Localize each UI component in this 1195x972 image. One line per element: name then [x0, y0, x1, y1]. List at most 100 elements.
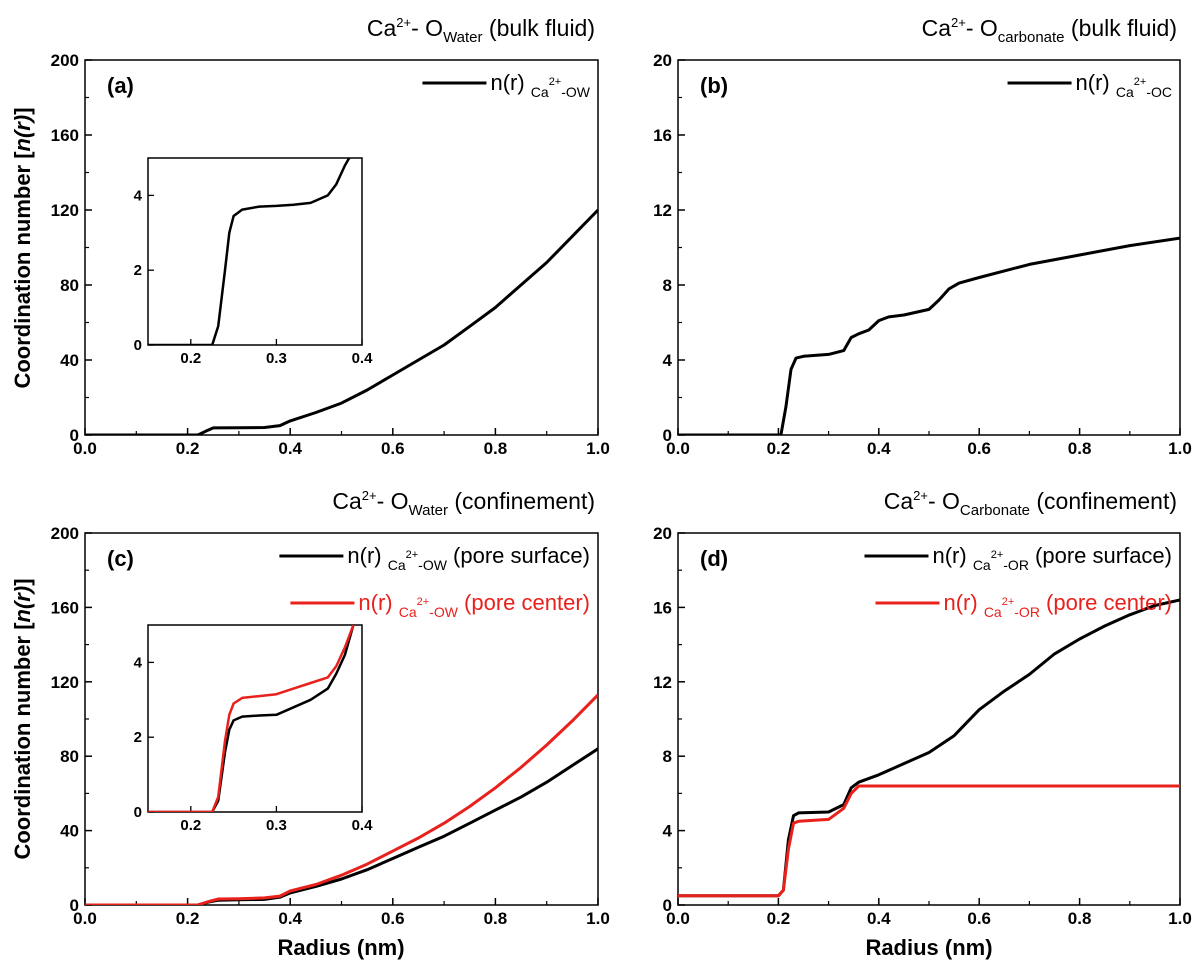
- x-tick-label: 0.6: [381, 909, 405, 928]
- series-line-1: [678, 598, 1180, 898]
- y-tick-label: 8: [663, 747, 672, 766]
- x-axis-label-right: Radius (nm): [865, 935, 992, 960]
- series-line-2: [85, 693, 598, 905]
- x-tick-label: 0.0: [666, 439, 690, 458]
- y-tick-label: 200: [51, 51, 79, 70]
- inset-series-line-2: [148, 625, 355, 812]
- y-tick-label: 160: [51, 126, 79, 145]
- inset-x-tick-label: 0.4: [352, 350, 374, 367]
- y-tick-label: 80: [60, 276, 79, 295]
- y-tick-label: 160: [51, 598, 79, 617]
- y-axis-label-bottom: Coordination number [n(r)]: [10, 578, 35, 859]
- x-tick-label: 0.0: [73, 909, 97, 928]
- y-axis-label-top: Coordination number [n(r)]: [10, 107, 35, 388]
- y-tick-label: 0: [663, 426, 672, 445]
- x-tick-label: 0.6: [967, 909, 991, 928]
- plot-frame: [677, 532, 1181, 906]
- x-tick-label: 1.0: [1168, 439, 1192, 458]
- x-tick-label: 0.0: [73, 439, 97, 458]
- legend-entry-2: n(r) Ca2+-OR (pore center): [875, 590, 1172, 620]
- legend-label: n(r) Ca2+-OC: [1076, 70, 1172, 100]
- inset-chart: 0.2 0.3 0.4 0 2 4: [134, 157, 374, 367]
- y-tick-label: 16: [653, 126, 672, 145]
- x-tick-label: 0.4: [278, 439, 302, 458]
- plot-frame: [677, 59, 1181, 436]
- y-tick-label: 120: [51, 673, 79, 692]
- inset-y-tick-label: 2: [134, 262, 142, 279]
- inset-x-tick-label: 0.3: [266, 817, 287, 834]
- legend-label: n(r) Ca2+-OW (pore surface): [347, 543, 590, 573]
- y-tick-label: 12: [653, 673, 672, 692]
- panel-label: (b): [700, 73, 728, 98]
- series-line-1: [85, 208, 598, 435]
- legend-entry-1: n(r) Ca2+-OW (pore surface): [279, 543, 590, 573]
- y-tick-label: 0: [70, 896, 79, 915]
- x-tick-label: 0.6: [381, 439, 405, 458]
- y-tick-label: 16: [653, 598, 672, 617]
- panel-label: (d): [700, 546, 728, 571]
- x-tick-label: 0.2: [176, 439, 200, 458]
- y-tick-label: 0: [70, 426, 79, 445]
- panel-title: Ca2+- OWater (confinement): [332, 488, 595, 519]
- x-tick-label: 0.8: [1068, 439, 1092, 458]
- y-tick-label: 20: [653, 524, 672, 543]
- y-tick-label: 4: [663, 822, 673, 841]
- x-tick-label: 0.8: [1068, 909, 1092, 928]
- panel-title: Ca2+- OCarbonate (confinement): [884, 488, 1177, 519]
- legend-label: n(r) Ca2+-OR (pore center): [943, 590, 1172, 620]
- y-tick-label: 8: [663, 276, 672, 295]
- y-tick-label: 40: [60, 822, 79, 841]
- inset-chart: 0.2 0.3 0.4 0 2 4: [134, 624, 374, 834]
- y-tick-label: 120: [51, 201, 79, 220]
- inset-y-tick-label: 4: [134, 654, 143, 671]
- legend-entry-2: n(r) Ca2+-OW (pore center): [290, 590, 590, 620]
- x-tick-label: 0.6: [967, 439, 991, 458]
- x-tick-label: 1.0: [1168, 909, 1192, 928]
- x-axis-label-left: Radius (nm): [277, 935, 404, 960]
- x-tick-label: 1.0: [586, 439, 610, 458]
- legend-entry-1: n(r) Ca2+-OW: [422, 70, 591, 100]
- y-tick-label: 80: [60, 747, 79, 766]
- legend-label: n(r) Ca2+-OR (pore surface): [932, 543, 1172, 573]
- legend-entry-1: n(r) Ca2+-OR (pore surface): [864, 543, 1172, 573]
- inset-frame: [147, 624, 363, 813]
- inset-y-tick-label: 0: [134, 804, 142, 821]
- x-tick-label: 0.0: [666, 909, 690, 928]
- x-tick-label: 0.2: [767, 439, 791, 458]
- inset-x-tick-label: 0.3: [266, 350, 287, 367]
- inset-x-tick-label: 0.4: [352, 817, 374, 834]
- inset-y-tick-label: 4: [134, 187, 143, 204]
- series-line-2: [678, 784, 1180, 898]
- inset-x-tick-label: 0.2: [180, 350, 201, 367]
- x-tick-label: 0.2: [767, 909, 791, 928]
- series-line-1: [678, 236, 1180, 435]
- y-tick-label: 200: [51, 524, 79, 543]
- y-tick-label: 12: [653, 201, 672, 220]
- panel-title: Ca2+- OWater (bulk fluid): [367, 15, 595, 46]
- inset-frame: [147, 157, 363, 346]
- panel-d: 0.0 0.2 0.4 0.6 0.8 1.0 0 4 8 12 16 20 Ca2+- OCarbon…: [653, 488, 1192, 928]
- legend-entry-1: n(r) Ca2+-OC: [1007, 70, 1172, 100]
- legend-label: n(r) Ca2+-OW (pore center): [358, 590, 590, 620]
- panel-title: Ca2+- Ocarbonate (bulk fluid): [922, 15, 1177, 46]
- inset-series-line-1: [148, 158, 351, 345]
- y-tick-label: 40: [60, 351, 79, 370]
- y-tick-label: 4: [663, 351, 673, 370]
- inset-y-tick-label: 0: [134, 337, 142, 354]
- inset-y-tick-label: 2: [134, 729, 142, 746]
- inset-x-tick-label: 0.2: [180, 817, 201, 834]
- x-tick-label: 0.2: [176, 909, 200, 928]
- legend-label: n(r) Ca2+-OW: [490, 70, 590, 100]
- y-tick-label: 0: [663, 896, 672, 915]
- panel-b: 0.0 0.2 0.4 0.6 0.8 1.0 0 4 8 12 16 20 Ca2+- Ocarbon…: [653, 15, 1192, 458]
- x-tick-label: 0.4: [867, 909, 891, 928]
- x-tick-label: 0.8: [484, 439, 508, 458]
- y-tick-label: 20: [653, 51, 672, 70]
- x-tick-label: 0.4: [278, 909, 302, 928]
- panel-label: (c): [107, 546, 134, 571]
- panel-label: (a): [107, 73, 134, 98]
- x-tick-label: 1.0: [586, 909, 610, 928]
